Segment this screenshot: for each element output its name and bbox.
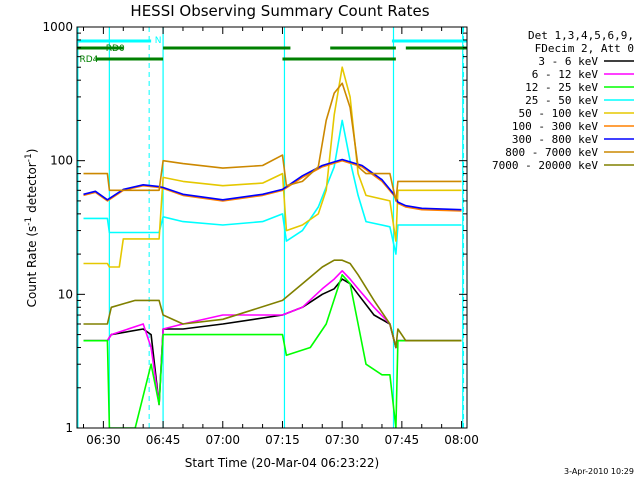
axes: 06:30 06:45 07:00 07:15 07:30 07:45 08:00 1 10 10… bbox=[42, 20, 478, 447]
series-line-2 bbox=[83, 273, 462, 428]
x-tick-label-0: 06:30 bbox=[86, 433, 121, 447]
legend: Det 1,3,4,5,6,9, FDecim 2, Att 0 3 - 6 k… bbox=[492, 29, 634, 172]
x-tick-label-1: 06:45 bbox=[146, 433, 181, 447]
legend-label-5: 100 - 300 keV bbox=[512, 120, 598, 133]
legend-header-line-1: Det 1,3,4,5,6,9, bbox=[528, 29, 634, 42]
legend-label-7: 800 - 7000 keV bbox=[505, 146, 598, 159]
legend-label-1: 6 - 12 keV bbox=[532, 68, 599, 81]
state-bars: N RD0 RD4 bbox=[77, 36, 467, 65]
legend-label-6: 300 - 800 keV bbox=[512, 133, 598, 146]
x-tick-label-3: 07:15 bbox=[265, 433, 300, 447]
series-lines bbox=[83, 66, 462, 428]
y-axis-label: Count Rate (s-1 detector-1) bbox=[24, 149, 39, 308]
x-axis-label: Start Time (20-Mar-04 06:23:22) bbox=[185, 456, 379, 470]
legend-label-0: 3 - 6 keV bbox=[538, 55, 598, 68]
series-line-4 bbox=[83, 66, 462, 268]
y-tick-label-2: 100 bbox=[50, 154, 73, 168]
legend-label-3: 25 - 50 keV bbox=[525, 94, 598, 107]
legend-label-8: 7000 - 20000 keV bbox=[492, 159, 598, 172]
x-tick-label-2: 07:00 bbox=[205, 433, 240, 447]
rd0-bar-label: RD0 bbox=[106, 44, 125, 54]
chart-title: HESSI Observing Summary Count Rates bbox=[130, 2, 429, 20]
x-tick-label-6: 08:00 bbox=[444, 433, 479, 447]
legend-label-2: 12 - 25 keV bbox=[525, 81, 598, 94]
x-tick-label-5: 07:45 bbox=[385, 433, 420, 447]
y-tick-label-1: 10 bbox=[58, 287, 73, 301]
y-tick-label-3: 1000 bbox=[42, 20, 73, 34]
series-line-7 bbox=[83, 82, 462, 202]
night-bar-label: N bbox=[155, 36, 162, 46]
timestamp: 3-Apr-2010 10:29 bbox=[564, 467, 634, 476]
rd4-bar-label: RD4 bbox=[80, 55, 99, 65]
plot-frame bbox=[76, 26, 468, 429]
series-line-8 bbox=[83, 259, 462, 349]
legend-header-line-2: FDecim 2, Att 0 bbox=[535, 42, 634, 55]
legend-label-4: 50 - 100 keV bbox=[519, 107, 599, 120]
x-tick-label-4: 07:30 bbox=[325, 433, 360, 447]
y-tick-label-0: 1 bbox=[65, 421, 73, 435]
